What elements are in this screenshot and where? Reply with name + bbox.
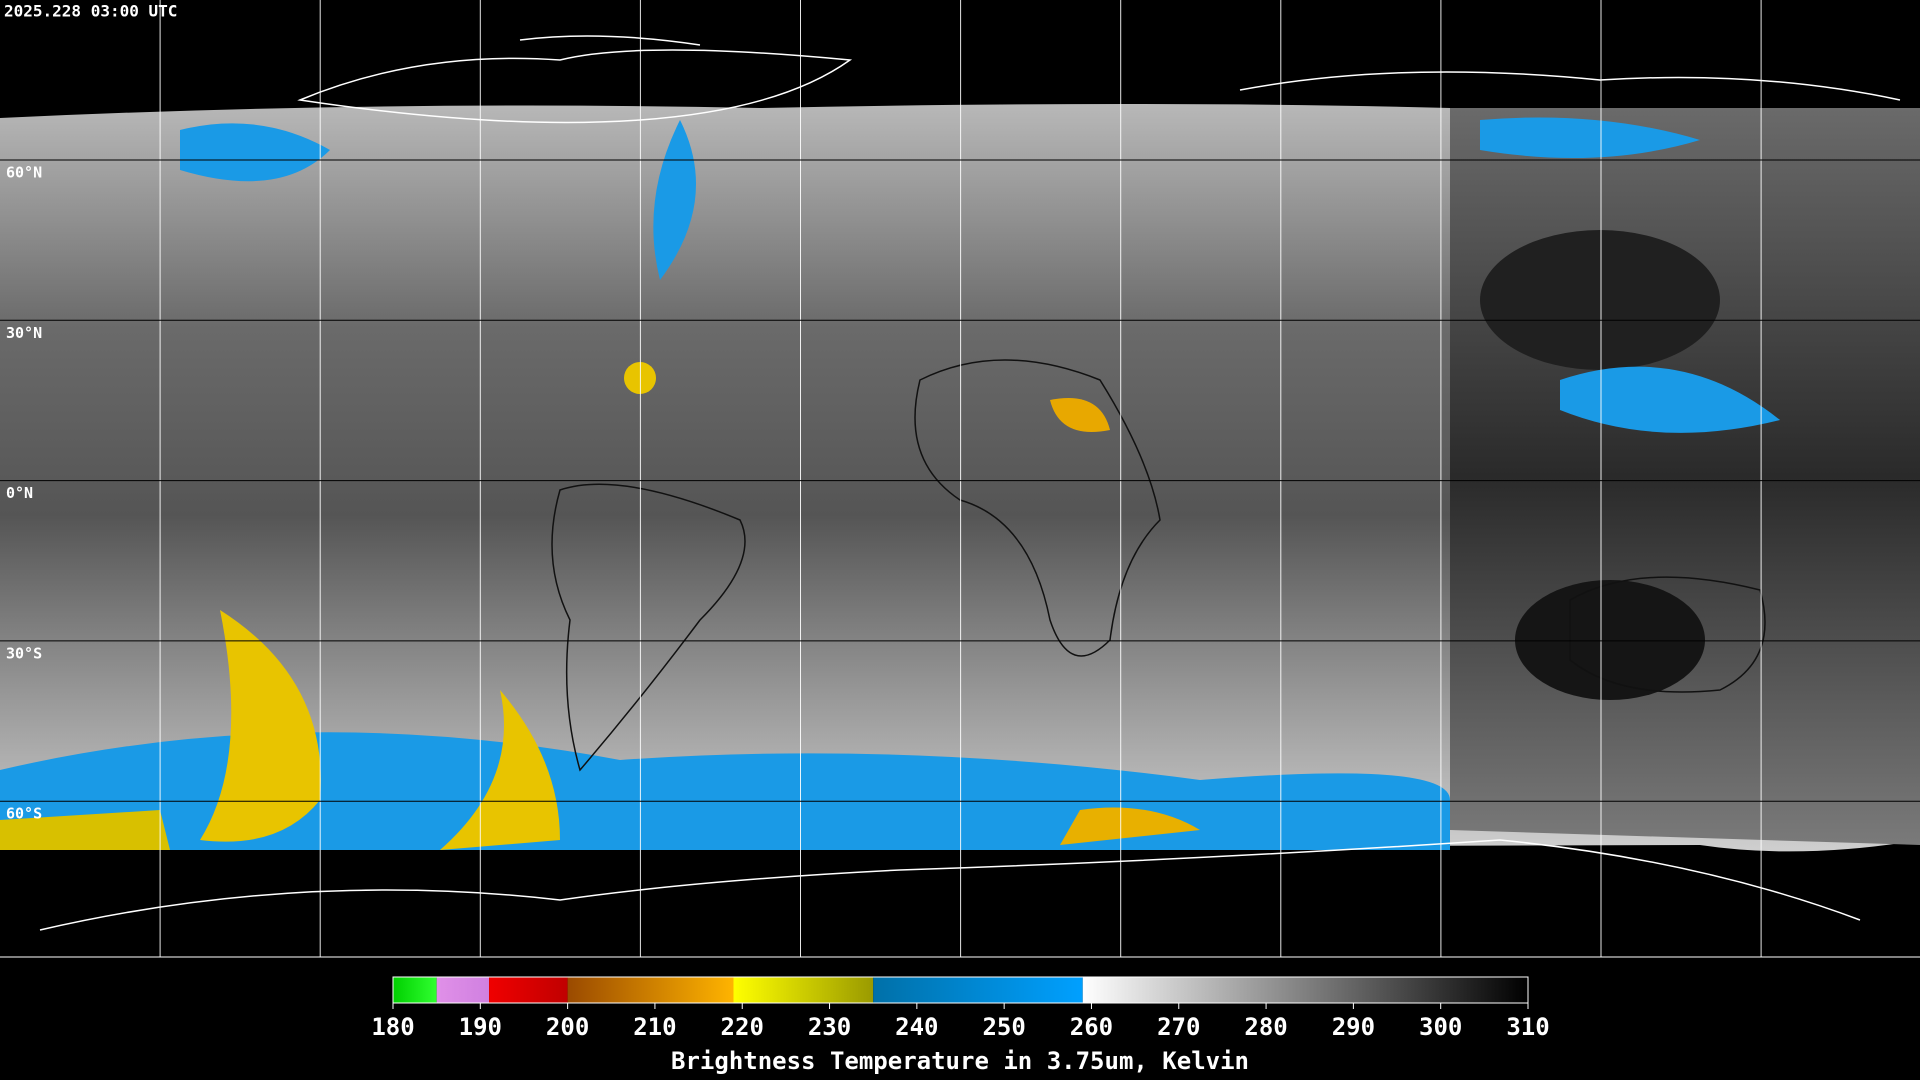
lat-labels: 60°N 30°N 0°N 30°S 60°S <box>6 164 42 823</box>
colorbar-tick-label: 200 <box>546 1013 589 1041</box>
colorbar-title: Brightness Temperature in 3.75um, Kelvin <box>671 1047 1249 1075</box>
colorbar-segment <box>733 977 874 1003</box>
colorbar-tick-label: 180 <box>371 1013 414 1041</box>
colorbar-tick-label: 300 <box>1419 1013 1462 1041</box>
colorbar-segment <box>1082 977 1528 1003</box>
lat-label: 30°S <box>6 644 42 662</box>
lat-label: 60°S <box>6 805 42 823</box>
colorbar-segment <box>436 977 490 1003</box>
lat-label: 60°N <box>6 164 42 182</box>
colorbar-tick-label: 210 <box>633 1013 676 1041</box>
colorbar-segment <box>567 977 734 1003</box>
colorbar-frame <box>392 976 1529 1004</box>
graticule-lat <box>0 159 1920 802</box>
colorbar-tick-label: 260 <box>1070 1013 1113 1041</box>
colorbar-segment <box>393 977 437 1003</box>
colorbar-segment <box>873 977 1083 1003</box>
colorbar-tick-label: 310 <box>1506 1013 1549 1041</box>
colorbar-segment <box>489 977 568 1003</box>
colorbar-tick-label: 220 <box>721 1013 764 1041</box>
timestamp: 2025.228 03:00 UTC <box>4 2 177 21</box>
lat-label: 0°N <box>6 484 33 502</box>
colorbar: 180 190 200 210 220 230 240 250 260 270 280 290 300 3… <box>371 976 1550 1041</box>
colorbar-tick-label: 280 <box>1244 1013 1287 1041</box>
colorbar-tick-label: 250 <box>982 1013 1025 1041</box>
colorbar-tick-label: 290 <box>1332 1013 1375 1041</box>
lat-label: 30°N <box>6 324 42 342</box>
colorbar-tick-label: 240 <box>895 1013 938 1041</box>
imagery <box>0 104 1920 852</box>
colorbar-tick-label: 270 <box>1157 1013 1200 1041</box>
colorbar-tick-label: 190 <box>459 1013 502 1041</box>
colorbar-tick-label: 230 <box>808 1013 851 1041</box>
